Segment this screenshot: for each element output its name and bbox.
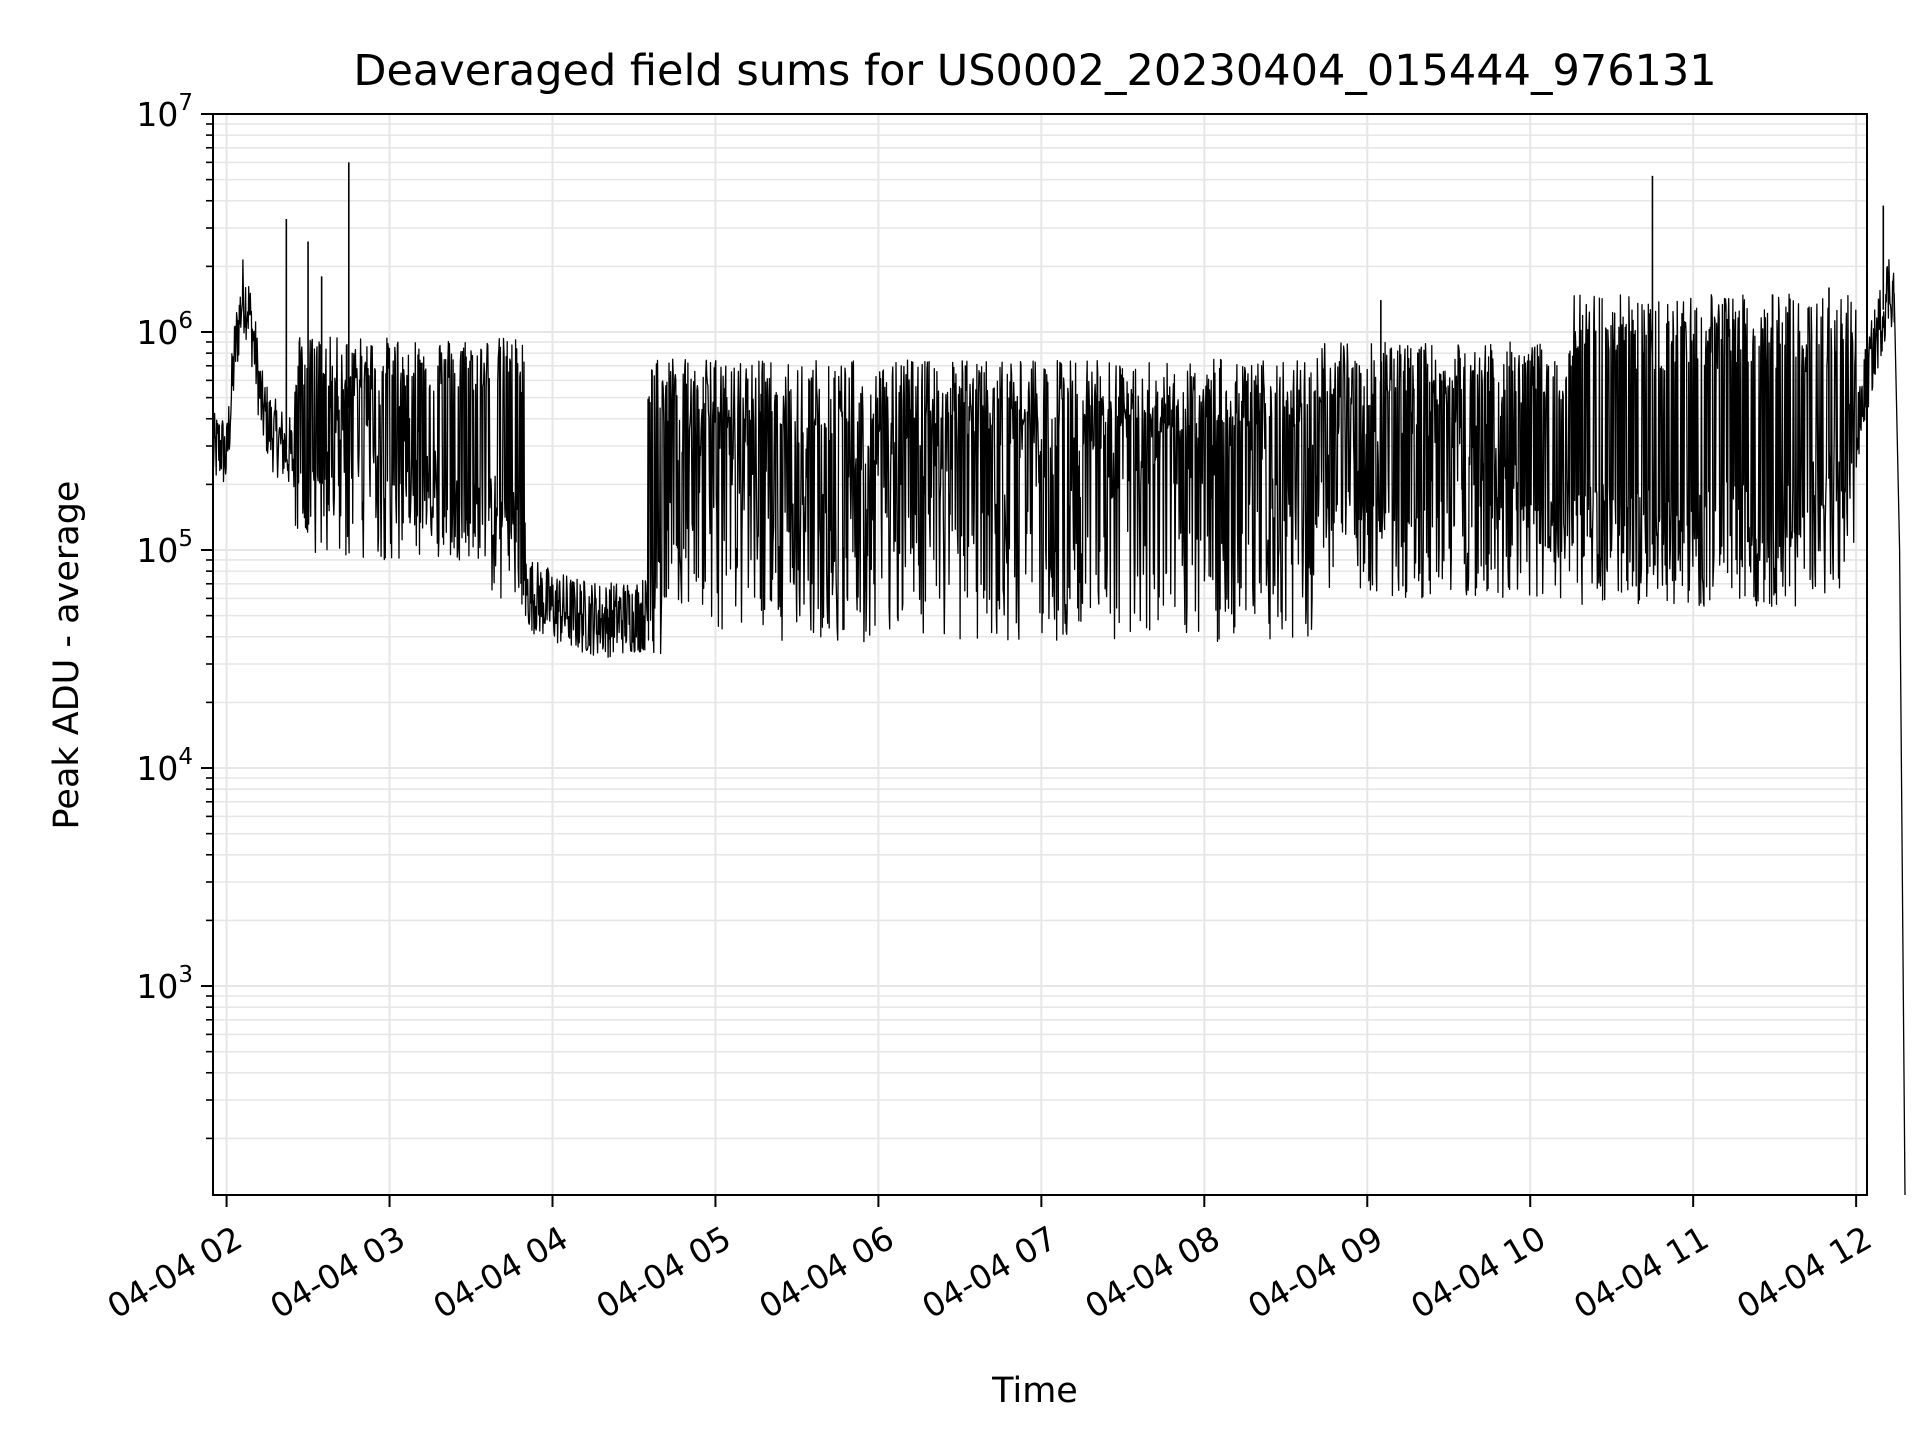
y-tick-label: 107	[136, 90, 193, 134]
x-tick-label: 04-04 10	[1404, 1218, 1552, 1326]
x-tick-label: 04-04 02	[101, 1218, 249, 1326]
x-tick-label: 04-04 03	[264, 1218, 412, 1326]
y-tick-label: 106	[136, 308, 193, 352]
y-axis-title: Peak ADU - average	[47, 481, 87, 830]
series-line	[212, 259, 1906, 1196]
x-tick-label: 04-04 11	[1567, 1218, 1715, 1326]
y-axis: 103 104 105 106 107	[136, 90, 213, 1140]
x-tick-label: 04-04 04	[426, 1218, 574, 1326]
grid	[213, 114, 1867, 1195]
x-tick-label: 04-04 05	[589, 1218, 737, 1326]
y-tick-label: 105	[136, 526, 193, 570]
x-tick-label: 04-04 06	[752, 1218, 900, 1326]
data-series	[212, 162, 1906, 1196]
x-axis-title: Time	[991, 1371, 1078, 1411]
x-tick-label: 04-04 12	[1730, 1218, 1878, 1326]
x-tick-label: 04-04 09	[1241, 1218, 1389, 1326]
y-tick-label: 104	[136, 744, 193, 788]
x-axis: 04-04 02 04-04 03 04-04 04 04-04 05 04-04 06…	[101, 1195, 1878, 1326]
x-tick-label: 04-04 08	[1078, 1218, 1226, 1326]
y-tick-label: 103	[136, 962, 193, 1006]
x-tick-label: 04-04 07	[915, 1218, 1063, 1326]
plot-frame	[212, 113, 1868, 1196]
chart-title: Deaveraged field sums for US0002_2023040…	[353, 46, 1716, 96]
